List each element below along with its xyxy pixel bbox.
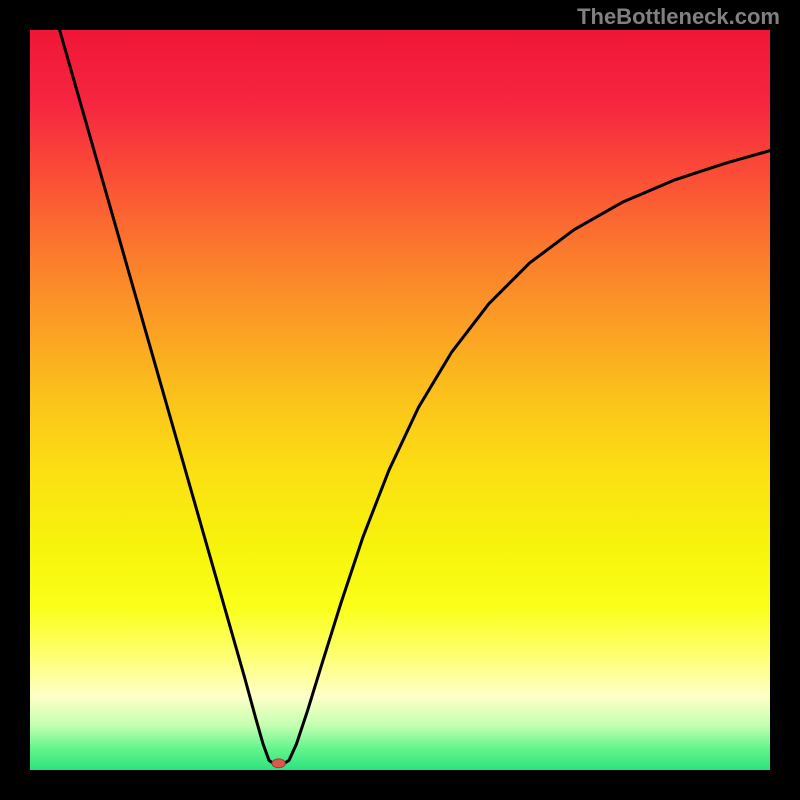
frame-bottom — [0, 770, 800, 800]
frame-right — [770, 0, 800, 800]
optimum-marker — [272, 759, 285, 768]
gradient-background — [30, 30, 770, 770]
plot-area — [30, 30, 770, 770]
watermark-text: TheBottleneck.com — [577, 4, 780, 30]
bottleneck-chart: TheBottleneck.com — [0, 0, 800, 800]
frame-left — [0, 0, 30, 800]
